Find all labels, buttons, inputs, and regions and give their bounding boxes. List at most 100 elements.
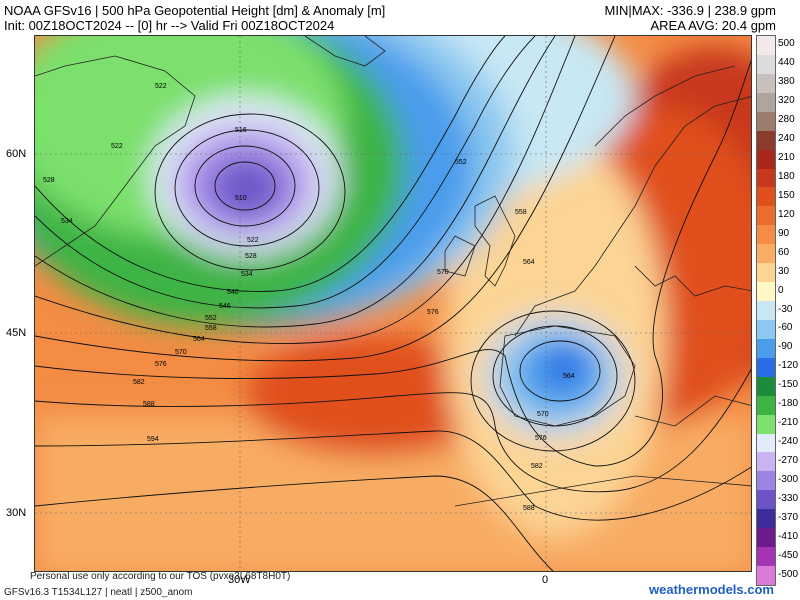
contour-label: 552 [205, 315, 217, 322]
map-subtitle: Init: 00Z18OCT2024 -- [0] hr --> Valid F… [4, 18, 335, 33]
colorbar-swatch [757, 130, 775, 150]
colorbar-label: 210 [778, 152, 795, 164]
tos-notice: Personal use only according to our TOS (… [30, 571, 291, 582]
colorbar-swatch [757, 244, 775, 264]
colorbar-swatch [757, 319, 775, 339]
lat-label-60n: 60N [6, 148, 27, 160]
colorbar-label: -500 [778, 568, 799, 580]
colorbar-label: 440 [778, 57, 795, 69]
colorbar-label: -90 [778, 341, 793, 353]
colorbar-swatch [757, 566, 775, 586]
contour-label: 546 [219, 303, 231, 310]
colorbar-label: 30 [778, 265, 790, 277]
contour-label: 516 [235, 127, 247, 134]
colorbar-swatch [757, 149, 775, 169]
contour-label: 534 [61, 218, 73, 225]
colorbar-label: -270 [778, 454, 799, 466]
contour-label: 540 [227, 289, 239, 296]
colorbar-label: -370 [778, 511, 799, 523]
colorbar-swatch [757, 54, 775, 74]
contour-label: 510 [235, 195, 247, 202]
contour-label: 570 [437, 269, 449, 276]
contour-label: 522 [155, 83, 167, 90]
contour-label: 588 [143, 401, 155, 408]
colorbar-label: -450 [778, 549, 799, 561]
map-title: NOAA GFSv16 | 500 hPa Geopotential Heigh… [4, 3, 386, 18]
contour-label: 576 [535, 435, 547, 442]
colorbar-swatch [757, 547, 775, 567]
colorbar-label: 0 [778, 284, 784, 296]
contour-labels: 5225225285345165105225285345405465525585… [43, 83, 575, 512]
colorbar-label: -120 [778, 360, 799, 372]
contour-label: 522 [247, 237, 259, 244]
colorbar-swatch [757, 338, 775, 358]
colorbar-swatch [757, 92, 775, 112]
contour-label: 558 [515, 209, 527, 216]
contour-label: 528 [43, 177, 55, 184]
colorbar-label: 280 [778, 114, 795, 126]
colorbar-label: 150 [778, 189, 795, 201]
colorbar-swatch [757, 471, 775, 491]
colorbar-label: 240 [778, 133, 795, 145]
contour-label: 576 [155, 361, 167, 368]
contour-label: 582 [531, 463, 543, 470]
colorbar-label: 120 [778, 208, 795, 220]
contour-label: 528 [245, 253, 257, 260]
model-info: GFSv16.3 T1534L127 | neatl | z500_anom [4, 587, 193, 598]
contour-label: 534 [241, 271, 253, 278]
lat-label-45n: 45N [6, 327, 27, 339]
colorbar-swatch [757, 111, 775, 131]
anomaly-shading [35, 36, 751, 571]
contour-label: 558 [205, 325, 217, 332]
colorbar-label: -60 [778, 322, 793, 334]
colorbar-label: 90 [778, 227, 790, 239]
minmax-readout: MIN|MAX: -336.9 | 238.9 gpm [604, 3, 777, 18]
contour-label: 570 [537, 411, 549, 418]
colorbar-swatch [757, 263, 775, 283]
colorbar-label: -300 [778, 473, 799, 485]
colorbar-swatch [757, 225, 775, 245]
colorbar-swatch [757, 433, 775, 453]
colorbar-swatch [757, 509, 775, 529]
lon-label-0: 0 [542, 574, 549, 586]
colorbar-swatch [757, 73, 775, 93]
colorbar-label: -30 [778, 303, 793, 315]
brand-link[interactable]: weathermodels.com [649, 582, 774, 597]
lat-label-30n: 30N [6, 507, 27, 519]
contour-label: 564 [193, 336, 205, 343]
colorbar-label: -410 [778, 530, 799, 542]
colorbar-swatch [757, 395, 775, 415]
colorbar [756, 35, 776, 586]
colorbar-label: 60 [778, 246, 790, 258]
colorbar-label: 180 [778, 170, 795, 182]
colorbar-swatch [757, 206, 775, 226]
colorbar-label: -180 [778, 398, 799, 410]
coastlines [35, 36, 751, 507]
colorbar-label: -150 [778, 379, 799, 391]
colorbar-label: -210 [778, 417, 799, 429]
colorbar-label: -240 [778, 436, 799, 448]
colorbar-swatch [757, 187, 775, 207]
colorbar-swatch [757, 168, 775, 188]
colorbar-label: 380 [778, 76, 795, 88]
colorbar-swatch [757, 376, 775, 396]
colorbar-swatch [757, 357, 775, 377]
contour-label: 576 [427, 309, 439, 316]
contour-label: 582 [133, 379, 145, 386]
lon-label-30w: 30W [228, 574, 251, 586]
contour-label: 570 [175, 349, 187, 356]
contour-label: 522 [111, 143, 123, 150]
contour-label: 588 [523, 505, 535, 512]
contour-label: 564 [563, 373, 575, 380]
contour-label: 552 [455, 159, 467, 166]
colorbar-label: -330 [778, 492, 799, 504]
area-average-readout: AREA AVG: 20.4 gpm [650, 18, 777, 33]
colorbar-swatch [757, 301, 775, 321]
colorbar-swatch [757, 282, 775, 302]
colorbar-swatch [757, 452, 775, 472]
colorbar-swatch [757, 414, 775, 434]
anomaly-map-canvas: 5225225285345165105225285345405465525585… [35, 36, 751, 571]
contour-label: 564 [523, 259, 535, 266]
colorbar-swatch [757, 490, 775, 510]
colorbar-swatch [757, 528, 775, 548]
